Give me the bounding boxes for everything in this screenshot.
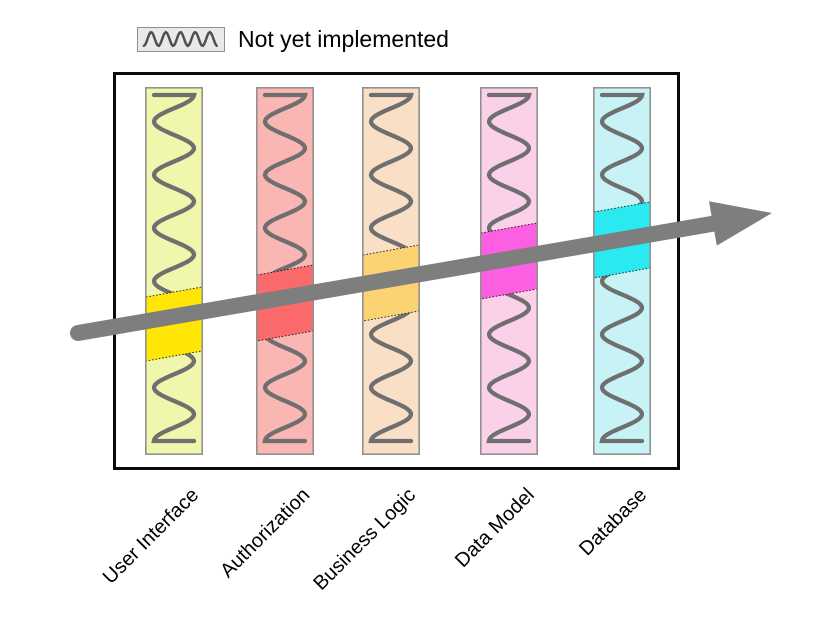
legend-swatch — [137, 27, 225, 52]
legend: Not yet implemented — [137, 27, 449, 52]
layer-bar-business-logic — [362, 87, 420, 455]
arrow-head-icon — [709, 201, 772, 246]
bar-border — [593, 87, 651, 455]
not-implemented-squiggle — [262, 92, 308, 444]
legend-label: Not yet implemented — [238, 26, 449, 52]
layer-bar-user-interface — [145, 87, 203, 455]
squiggle-icon — [142, 30, 218, 48]
bar-border — [256, 87, 314, 455]
arrow-shaft — [70, 214, 731, 341]
not-implemented-squiggle — [151, 92, 197, 444]
bar-border — [145, 87, 203, 455]
